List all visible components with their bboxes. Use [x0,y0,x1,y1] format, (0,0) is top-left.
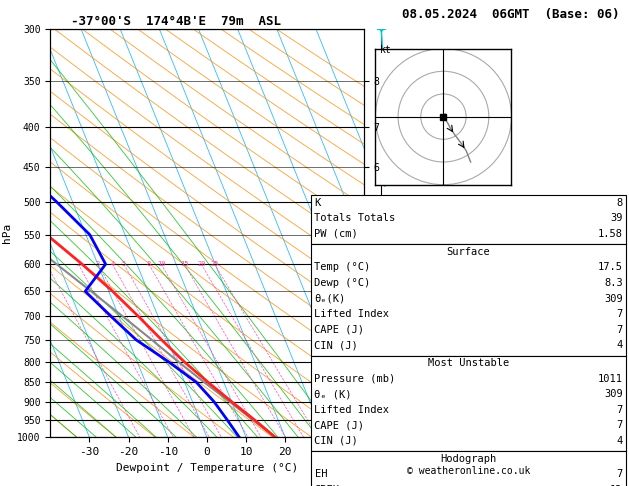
X-axis label: Dewpoint / Temperature (°C): Dewpoint / Temperature (°C) [116,463,298,473]
Text: CAPE (J): CAPE (J) [314,325,364,335]
Text: CAPE (J): CAPE (J) [314,420,364,431]
Text: PW (cm): PW (cm) [314,229,359,239]
Text: 1011: 1011 [598,374,623,384]
Text: © weatheronline.co.uk: © weatheronline.co.uk [407,466,530,476]
Text: 7: 7 [616,325,623,335]
Text: kt: kt [380,45,392,55]
Text: LCL: LCL [344,393,362,403]
Text: -37°00'S  174°4B'E  79m  ASL: -37°00'S 174°4B'E 79m ASL [71,15,281,28]
Text: 20: 20 [197,261,206,267]
Text: 309: 309 [604,294,623,304]
Text: Most Unstable: Most Unstable [428,358,509,368]
Text: 8: 8 [616,198,623,208]
Text: SREH: SREH [314,485,340,486]
Text: 08.05.2024  06GMT  (Base: 06): 08.05.2024 06GMT (Base: 06) [402,8,620,21]
Text: 25: 25 [211,261,219,267]
Text: θₑ(K): θₑ(K) [314,294,346,304]
Text: 7: 7 [616,309,623,319]
Text: 10: 10 [157,261,165,267]
Text: CIN (J): CIN (J) [314,340,359,350]
Text: 309: 309 [604,389,623,399]
Text: Pressure (mb): Pressure (mb) [314,374,396,384]
Text: Temp (°C): Temp (°C) [314,262,370,273]
Text: 4: 4 [616,436,623,446]
Text: 8: 8 [147,261,151,267]
Text: 2: 2 [76,261,81,267]
Text: 5: 5 [122,261,126,267]
Text: EH: EH [314,469,327,480]
Text: Dewp (°C): Dewp (°C) [314,278,370,288]
Y-axis label: hPa: hPa [1,223,11,243]
Text: 1.58: 1.58 [598,229,623,239]
Text: 8.3: 8.3 [604,278,623,288]
Text: 12: 12 [610,485,623,486]
Text: 7: 7 [616,420,623,431]
Text: 4: 4 [616,340,623,350]
Text: 15: 15 [180,261,189,267]
Text: K: K [314,198,321,208]
Text: Totals Totals: Totals Totals [314,213,396,224]
Text: CIN (J): CIN (J) [314,436,359,446]
Text: 17.5: 17.5 [598,262,623,273]
Text: Lifted Index: Lifted Index [314,309,389,319]
Text: θₑ (K): θₑ (K) [314,389,352,399]
Text: 7: 7 [616,405,623,415]
Text: 3: 3 [96,261,100,267]
Y-axis label: km
ASL: km ASL [382,225,403,242]
Text: 4: 4 [110,261,114,267]
Text: Hodograph: Hodograph [440,454,497,464]
Text: 39: 39 [610,213,623,224]
Text: Lifted Index: Lifted Index [314,405,389,415]
Text: 7: 7 [616,469,623,480]
Text: Surface: Surface [447,247,491,257]
